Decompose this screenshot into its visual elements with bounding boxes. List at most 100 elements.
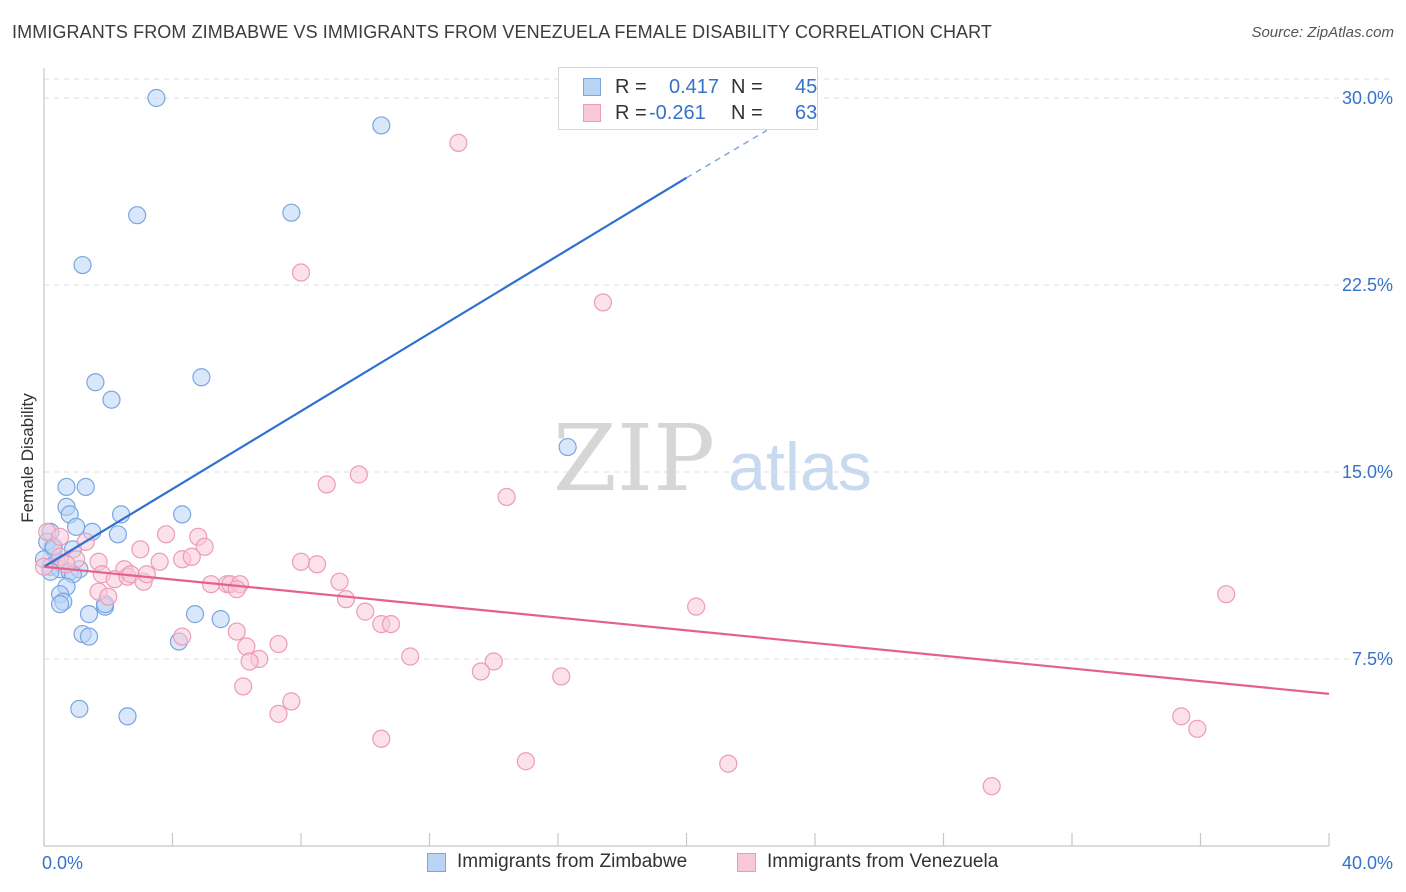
r-label: R =: [615, 102, 647, 124]
series-legend: Immigrants from Zimbabwe Immigrants from…: [0, 851, 1406, 877]
point-venezuela: [471, 662, 490, 681]
legend-label-venezuela: Immigrants from Venezuela: [767, 851, 999, 872]
point-venezuela: [330, 572, 349, 591]
series-venezuela-points: [34, 133, 1236, 796]
point-venezuela: [1217, 585, 1236, 604]
point-venezuela: [336, 590, 356, 609]
x-tick-min: 0.0%: [42, 853, 84, 873]
source-credit: Source: ZipAtlas.com: [1251, 24, 1394, 41]
watermark-zip: ZIP: [553, 405, 715, 512]
point-venezuela: [99, 587, 118, 606]
point-venezuela: [156, 525, 176, 544]
point-venezuela: [982, 777, 1001, 796]
point-zimbabwe: [76, 477, 95, 497]
point-zimbabwe: [372, 116, 391, 135]
point-venezuela: [234, 677, 253, 696]
venezuela-swatch: [583, 104, 601, 122]
point-venezuela: [552, 667, 571, 686]
n-value-zimbabwe: 45: [795, 76, 818, 98]
point-zimbabwe: [185, 605, 205, 624]
point-zimbabwe: [118, 707, 137, 726]
n-value-venezuela: 63: [795, 102, 818, 124]
point-venezuela: [687, 597, 706, 616]
legend-label-zimbabwe: Immigrants from Zimbabwe: [457, 851, 688, 872]
y-tick-label: 15.0%: [1342, 462, 1393, 482]
point-venezuela: [356, 602, 375, 621]
trend-line-zimbabwe-extension: [686, 129, 768, 179]
point-zimbabwe: [73, 255, 92, 275]
point-venezuela: [719, 754, 738, 773]
trend-line-zimbabwe: [43, 176, 688, 568]
point-venezuela: [1172, 707, 1191, 726]
r-value-venezuela: -0.261: [649, 102, 706, 124]
y-tick-labels: 7.5% 15.0% 22.5% 30.0%: [1342, 88, 1393, 669]
point-venezuela: [227, 580, 246, 599]
point-venezuela: [349, 465, 368, 484]
point-venezuela: [195, 537, 214, 556]
point-venezuela: [131, 540, 150, 559]
point-zimbabwe: [50, 595, 70, 614]
y-tick-label: 30.0%: [1342, 88, 1393, 108]
venezuela-legend-swatch: [737, 853, 756, 872]
watermark-atlas: atlas: [728, 429, 872, 505]
point-venezuela: [282, 692, 301, 711]
point-venezuela: [1188, 719, 1207, 738]
point-zimbabwe: [70, 699, 89, 718]
point-venezuela: [269, 704, 288, 723]
point-zimbabwe: [67, 517, 86, 536]
point-zimbabwe: [282, 203, 301, 222]
y-tick-label: 7.5%: [1352, 649, 1393, 669]
point-venezuela: [291, 263, 311, 282]
axes: [43, 68, 1330, 847]
trend-line-venezuela: [43, 565, 1330, 696]
point-venezuela: [291, 552, 311, 571]
n-label: N =: [731, 102, 763, 124]
point-venezuela: [317, 475, 336, 494]
y-axis-label: Female Disability: [18, 393, 37, 523]
point-venezuela: [307, 555, 327, 574]
point-zimbabwe: [57, 477, 76, 497]
zimbabwe-swatch: [583, 78, 601, 96]
point-venezuela: [401, 647, 420, 666]
point-zimbabwe: [79, 627, 99, 646]
x-tick-max: 40.0%: [1341, 853, 1393, 873]
point-venezuela: [50, 527, 70, 546]
point-zimbabwe: [79, 605, 99, 624]
r-label: R =: [615, 76, 647, 98]
point-venezuela: [593, 293, 613, 312]
point-zimbabwe: [192, 368, 211, 387]
point-venezuela: [182, 547, 201, 566]
point-venezuela: [484, 652, 503, 671]
point-venezuela: [497, 487, 516, 507]
point-zimbabwe: [102, 390, 121, 409]
point-venezuela: [381, 614, 401, 634]
point-zimbabwe: [108, 525, 127, 544]
point-venezuela: [269, 634, 288, 654]
point-venezuela: [516, 752, 535, 771]
point-venezuela: [449, 133, 468, 152]
grid-lines: [44, 78, 1393, 660]
point-venezuela: [372, 729, 391, 748]
point-venezuela: [240, 652, 259, 671]
trend-lines: [43, 129, 1330, 696]
chart-title: IMMIGRANTS FROM ZIMBABWE VS IMMIGRANTS F…: [12, 22, 993, 42]
point-zimbabwe: [128, 206, 147, 225]
point-zimbabwe: [558, 437, 577, 457]
point-venezuela: [237, 637, 256, 656]
point-zimbabwe: [147, 88, 166, 108]
n-label: N =: [731, 76, 763, 98]
series-zimbabwe-points: [34, 88, 577, 726]
point-venezuela: [173, 627, 192, 646]
point-zimbabwe: [211, 610, 230, 629]
point-venezuela: [227, 622, 246, 641]
watermark: ZIP atlas: [553, 405, 872, 512]
point-zimbabwe: [86, 373, 105, 392]
y-tick-label: 22.5%: [1342, 275, 1393, 295]
point-venezuela: [137, 565, 156, 584]
stats-legend: R = 0.417 N = 45 R = -0.261 N = 63: [558, 67, 818, 130]
point-zimbabwe: [173, 505, 192, 524]
zimbabwe-legend-swatch: [427, 853, 446, 872]
point-venezuela: [150, 552, 169, 571]
r-value-zimbabwe: 0.417: [669, 76, 720, 98]
